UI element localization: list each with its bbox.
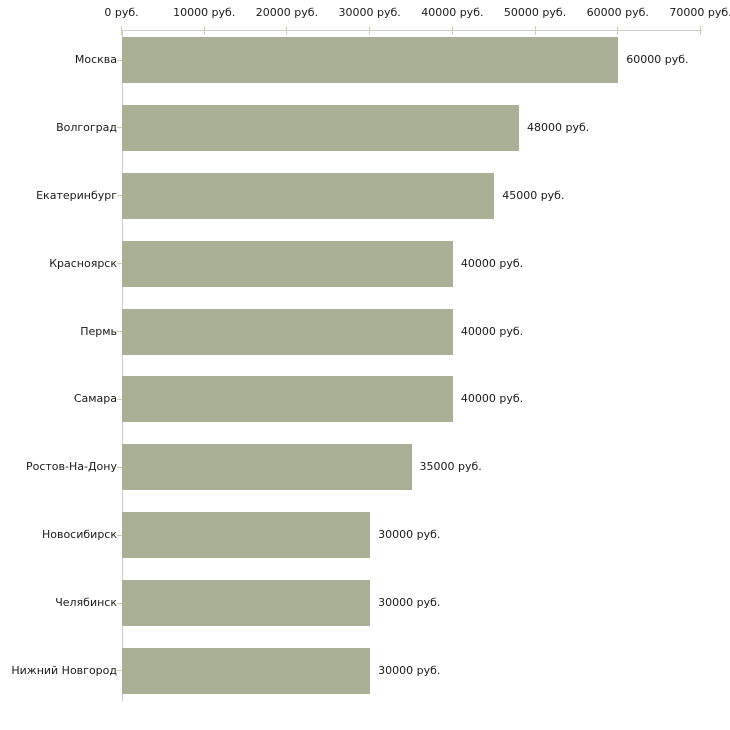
- x-axis-tick: [700, 26, 701, 35]
- value-label: 48000 руб.: [527, 120, 590, 134]
- bar: [122, 240, 453, 287]
- value-label: 30000 руб.: [378, 596, 441, 610]
- x-axis-tick-label: 70000 руб.: [669, 6, 730, 19]
- category-label: Челябинск: [55, 596, 117, 610]
- x-axis-line: [121, 30, 702, 31]
- x-axis-tick: [617, 26, 619, 35]
- category-tick: [116, 263, 122, 265]
- x-axis-tick: [369, 26, 371, 35]
- x-axis-tick-label: 30000 руб.: [338, 6, 401, 19]
- category-label: Самара: [73, 392, 117, 406]
- x-axis-tick: [286, 26, 288, 35]
- bar: [122, 308, 453, 355]
- category-label: Волгоград: [56, 120, 117, 134]
- value-label: 40000 руб.: [460, 256, 524, 270]
- value-label: 30000 руб.: [378, 528, 441, 542]
- category-tick: [116, 534, 122, 536]
- bar: [122, 104, 520, 151]
- bar: [122, 37, 619, 83]
- category-label: Ростов-На-Дону: [25, 460, 117, 474]
- x-axis-tick: [534, 26, 536, 35]
- bar: [122, 172, 495, 219]
- bar: [122, 512, 371, 559]
- value-label: 40000 руб.: [460, 324, 524, 338]
- value-label: 45000 руб.: [502, 188, 565, 202]
- category-tick: [116, 466, 122, 468]
- category-tick: [116, 602, 122, 604]
- category-label: Нижний Новгород: [11, 663, 117, 677]
- category-tick: [116, 398, 122, 400]
- x-axis-tick-label: 20000 руб.: [255, 6, 319, 19]
- category-tick: [116, 331, 122, 333]
- x-axis-tick-label: 60000 руб.: [586, 6, 649, 19]
- x-axis-tick-label: 50000 руб.: [503, 6, 567, 19]
- category-label: Новосибирск: [41, 528, 117, 542]
- category-tick: [116, 195, 122, 197]
- bar: [122, 444, 412, 491]
- value-label: 60000 руб.: [626, 53, 689, 66]
- bar: [122, 376, 453, 423]
- category-label: Пермь: [80, 324, 117, 338]
- x-axis-tick: [451, 26, 453, 35]
- x-axis-tick: [121, 26, 122, 35]
- value-label: 30000 руб.: [378, 663, 441, 677]
- bar: [122, 580, 371, 627]
- category-tick: [116, 59, 122, 61]
- category-label: Москва: [74, 53, 117, 66]
- x-axis-tick: [203, 26, 205, 35]
- category-label: Красноярск: [49, 256, 117, 270]
- bar: [122, 647, 371, 694]
- value-label: 35000 руб.: [419, 460, 482, 474]
- x-axis-tick-label: 10000 руб.: [173, 6, 236, 19]
- y-axis-line: [121, 30, 123, 701]
- x-axis-tick-label: 40000 руб.: [421, 6, 484, 19]
- x-axis-tick-label: 0 руб.: [104, 6, 139, 19]
- category-label: Екатеринбург: [36, 188, 117, 202]
- value-label: 40000 руб.: [460, 392, 524, 406]
- category-tick: [116, 670, 122, 672]
- category-tick: [116, 127, 122, 129]
